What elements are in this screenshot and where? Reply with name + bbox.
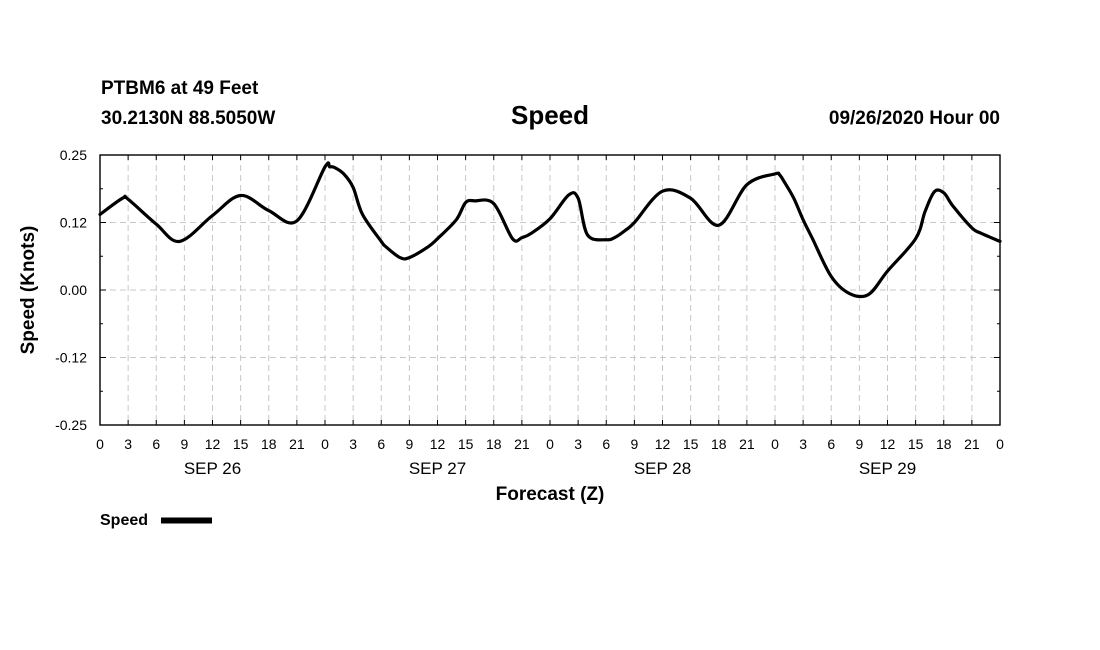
x-tick-label: 15 (683, 436, 699, 452)
y-tick-label: 0.00 (60, 282, 87, 298)
datetime-label: 09/26/2020 Hour 00 (829, 108, 1000, 129)
x-tick-label: 9 (855, 436, 863, 452)
day-label: SEP 28 (634, 459, 691, 478)
x-tick-label: 12 (205, 436, 221, 452)
y-tick-labels: 0.25 0.12 0.00 -0.12 -0.25 (55, 147, 87, 433)
legend-label: Speed (100, 512, 148, 529)
x-tick-labels: 0 3 6 9 12 15 18 21 0 3 6 9 12 15 18 21 0 3 6 9 12 15 18 21 0 3 6 9… (96, 436, 1004, 452)
x-tick-label: 3 (799, 436, 807, 452)
chart-title: Speed (511, 100, 589, 130)
y-axis-title: Speed (Knots) (18, 226, 39, 355)
x-tick-label: 0 (771, 436, 779, 452)
x-tick-label: 9 (630, 436, 638, 452)
x-tick-label: 18 (486, 436, 502, 452)
x-tick-label: 3 (574, 436, 582, 452)
x-tick-label: 0 (321, 436, 329, 452)
x-tick-label: 0 (546, 436, 554, 452)
x-tick-label: 15 (233, 436, 249, 452)
x-tick-label: 6 (827, 436, 835, 452)
x-tick-label: 18 (261, 436, 277, 452)
y-tick-label: -0.25 (55, 417, 87, 433)
axis-ticks (99, 154, 1001, 426)
x-tick-label: 0 (96, 436, 104, 452)
x-tick-label: 12 (880, 436, 896, 452)
x-tick-label: 9 (180, 436, 188, 452)
x-tick-label: 21 (964, 436, 980, 452)
x-tick-label: 3 (349, 436, 357, 452)
x-tick-label: 0 (996, 436, 1004, 452)
series-layer (98, 161, 1002, 299)
x-tick-label: 15 (458, 436, 474, 452)
x-tick-label: 9 (405, 436, 413, 452)
legend: Speed (100, 512, 212, 529)
station-label: PTBM6 at 49 Feet (101, 78, 259, 99)
speed-series-line (98, 161, 1002, 299)
x-tick-label: 3 (124, 436, 132, 452)
day-label: SEP 29 (859, 459, 916, 478)
day-label: SEP 27 (409, 459, 466, 478)
y-tick-label: 0.25 (60, 147, 87, 163)
day-label: SEP 26 (184, 459, 241, 478)
x-axis-title: Forecast (Z) (496, 484, 605, 505)
day-labels: SEP 26 SEP 27 SEP 28 SEP 29 (184, 459, 916, 478)
x-tick-label: 21 (289, 436, 305, 452)
x-tick-label: 21 (514, 436, 530, 452)
x-tick-label: 12 (655, 436, 671, 452)
x-tick-label: 12 (430, 436, 446, 452)
x-tick-label: 18 (711, 436, 727, 452)
grid (100, 155, 1000, 425)
x-tick-label: 6 (377, 436, 385, 452)
x-tick-label: 21 (739, 436, 755, 452)
y-tick-label: 0.12 (60, 215, 87, 231)
x-tick-label: 6 (152, 436, 160, 452)
y-tick-label: -0.12 (55, 350, 87, 366)
x-tick-label: 6 (602, 436, 610, 452)
x-tick-label: 15 (908, 436, 924, 452)
location-label: 30.2130N 88.5050W (101, 108, 275, 129)
x-tick-label: 18 (936, 436, 952, 452)
